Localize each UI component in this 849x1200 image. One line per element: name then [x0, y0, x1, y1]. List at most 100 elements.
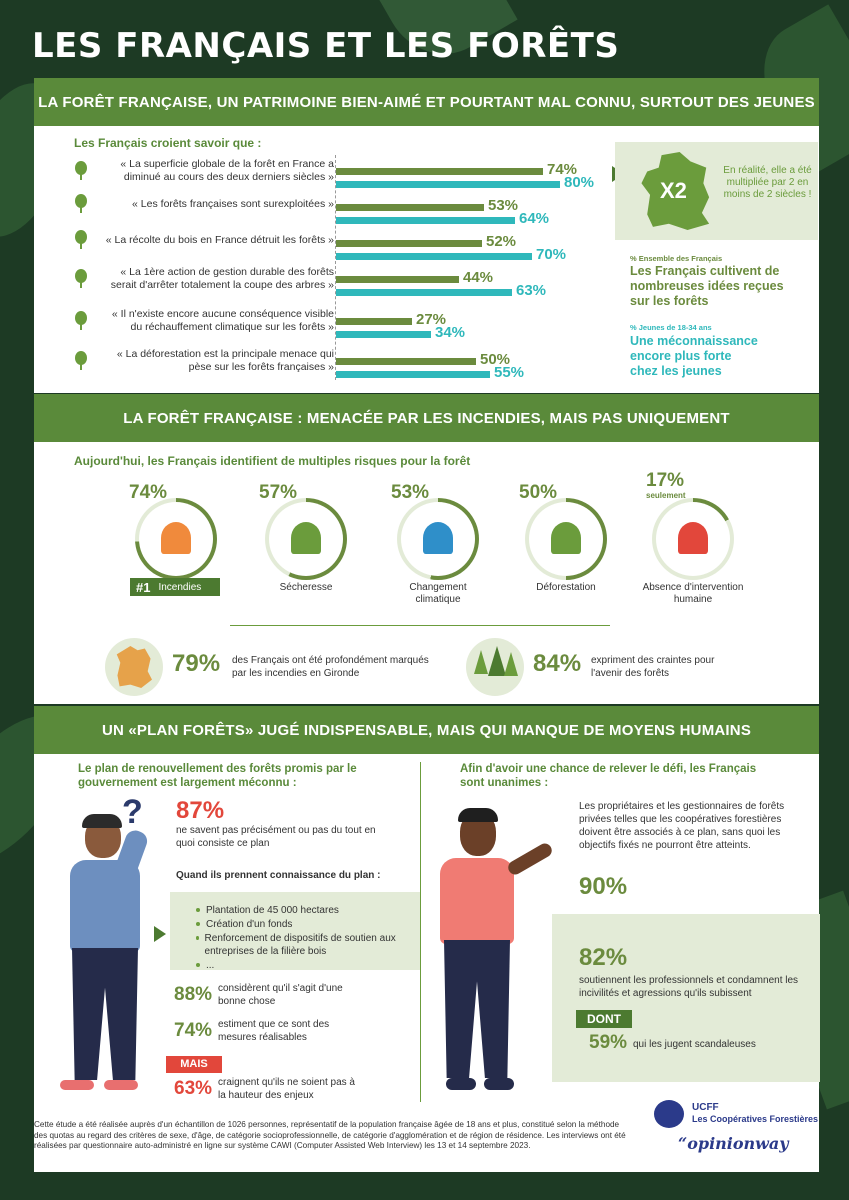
right-text: Les propriétaires et les gestionnaires d… [579, 801, 785, 851]
section3-banner: UN «PLAN FORÊTS» JUGÉ INDISPENSABLE, MAI… [34, 706, 819, 754]
risk-ring [135, 498, 217, 580]
legend-all-small: % Ensemble des Français [630, 254, 723, 263]
character-shoe [104, 1080, 138, 1090]
right-pct3: 59% [589, 1032, 628, 1053]
plan-bullet: Renforcement de dispositifs de soutien a… [196, 932, 406, 958]
value-label-all: 44% [463, 269, 494, 286]
x2-text: En réalité, elle a été multipliée par 2 … [723, 165, 812, 200]
risk-pct: 50% [519, 482, 558, 503]
question-text: « La superficie globale de la forêt en F… [120, 158, 334, 183]
value-label-young: 64% [519, 210, 550, 227]
risk-ring [652, 498, 734, 580]
right-text3: qui les jugent scandaleuses [633, 1039, 756, 1050]
value-label-all: 50% [480, 351, 511, 368]
legend-young-small: % Jeunes de 18-34 ans [630, 323, 712, 332]
tree-icon [74, 269, 88, 289]
character2-shoe [446, 1078, 476, 1090]
risk-ring [265, 498, 347, 580]
risk-label: Changement climatique [409, 582, 467, 605]
plan-bullet: Plantation de 45 000 hectares [196, 904, 406, 917]
character2-hair [458, 808, 498, 822]
plan-bullet-text: ... [206, 960, 215, 971]
tree-icon [74, 230, 88, 250]
plant-icon [291, 522, 321, 554]
question-text: « La récolte du bois en France détruit l… [105, 233, 334, 246]
bullet-dot-icon [196, 922, 200, 926]
chart-axis [335, 155, 336, 380]
left-pct: 87% [176, 797, 225, 824]
shears-icon [678, 522, 708, 554]
s2-pct: 74% [174, 1020, 213, 1041]
question-row: « La récolte du bois en France détruit l… [34, 230, 334, 250]
question-row: « La 1ère action de gestion durable des … [34, 266, 334, 292]
fire-icon [161, 522, 191, 554]
question-row: « La déforestation est la principale men… [34, 348, 334, 374]
ucff-logo-subtext: Les Coopératives Forestières [692, 1114, 819, 1124]
s2-text: estiment que ce sont des mesures réalisa… [218, 1019, 330, 1043]
ucff-logo-icon [654, 1100, 684, 1128]
bar-young [336, 331, 431, 338]
question-row: « Il n'existe encore aucune conséquence … [34, 308, 334, 334]
s3-text: craignent qu'ils ne soient pas à la haut… [218, 1077, 355, 1101]
question-text: « La 1ère action de gestion durable des … [110, 266, 334, 291]
section1-subtitle: Les Français croient savoir que : [74, 136, 262, 150]
main-title: LES FRANÇAIS ET LES FORÊTS [32, 26, 620, 66]
plan-bullet-text: Plantation de 45 000 hectares [206, 905, 339, 916]
tree-stump-icon [551, 522, 581, 554]
bar-all [336, 318, 412, 325]
support-box [552, 914, 820, 1082]
plan-bullet-text: Renforcement de dispositifs de soutien a… [204, 933, 396, 957]
risk-pct: 53% [391, 482, 430, 503]
bar-young [336, 181, 560, 188]
risk-pct: 17% [646, 470, 685, 491]
tree-icon [74, 161, 88, 181]
s3-pct: 63% [174, 1078, 213, 1099]
stat1-pct: 79% [172, 650, 221, 677]
value-label-all: 52% [486, 233, 517, 250]
section1-banner: LA FORÊT FRANÇAISE, UN PATRIMOINE BIEN-A… [34, 78, 819, 126]
question-text: « Les forêts françaises sont surexploité… [132, 197, 334, 210]
left-heading: Le plan de renouvellement des forêts pro… [78, 763, 357, 789]
value-label-young: 34% [435, 324, 466, 341]
stat1-text: des Français ont été profondément marqué… [232, 655, 429, 679]
question-mark-icon: ? [122, 793, 143, 831]
bar-all [336, 204, 484, 211]
right-text2: soutiennent les professionnels et condam… [579, 975, 799, 999]
stat2-text: expriment des craintes pour l'avenir des… [591, 655, 715, 679]
bullet-dot-icon [196, 963, 200, 967]
divider [230, 625, 610, 626]
risk-label: Absence d'intervention humaine [642, 582, 744, 605]
tree-icon [74, 194, 88, 214]
s1-text: considèrent qu'il s'agit d'une bonne cho… [218, 983, 343, 1007]
bar-young [336, 253, 532, 260]
plan-bullet: Création d'un fonds [196, 918, 406, 931]
bar-all [336, 240, 482, 247]
plan-box [170, 892, 420, 970]
arrow-icon [154, 926, 166, 942]
section2-subtitle: Aujourd'hui, les Français identifient de… [74, 454, 471, 468]
risk-ring [397, 498, 479, 580]
column-divider [420, 762, 421, 1102]
dont-badge: DONT [576, 1010, 632, 1028]
bar-young [336, 289, 512, 296]
ucff-logo-text: UCFF [692, 1102, 719, 1113]
question-row: « La superficie globale de la forêt en F… [34, 158, 334, 184]
bar-all [336, 358, 476, 365]
character-shoe [60, 1080, 94, 1090]
value-label-all: 27% [416, 311, 447, 328]
tree-icon [74, 311, 88, 331]
bullet-dot-icon [196, 908, 200, 912]
value-label-young: 55% [494, 364, 525, 381]
left-text: ne savent pas précisément ou pas du tout… [176, 825, 376, 849]
value-label-all: 53% [488, 197, 519, 214]
risk-pct: 74% [129, 482, 168, 503]
rank-number: #1 [136, 579, 151, 595]
s1-pct: 88% [174, 984, 213, 1005]
legend-young-big: Une méconnaissance encore plus forte che… [630, 334, 758, 378]
risk-note: seulement [646, 491, 686, 500]
footer-note: Cette étude a été réalisée auprès d'un é… [34, 1120, 626, 1150]
question-text: « La déforestation est la principale men… [116, 348, 334, 373]
character2-shirt [440, 858, 514, 944]
plan-bullets: Plantation de 45 000 hectares Création d'… [196, 904, 406, 973]
